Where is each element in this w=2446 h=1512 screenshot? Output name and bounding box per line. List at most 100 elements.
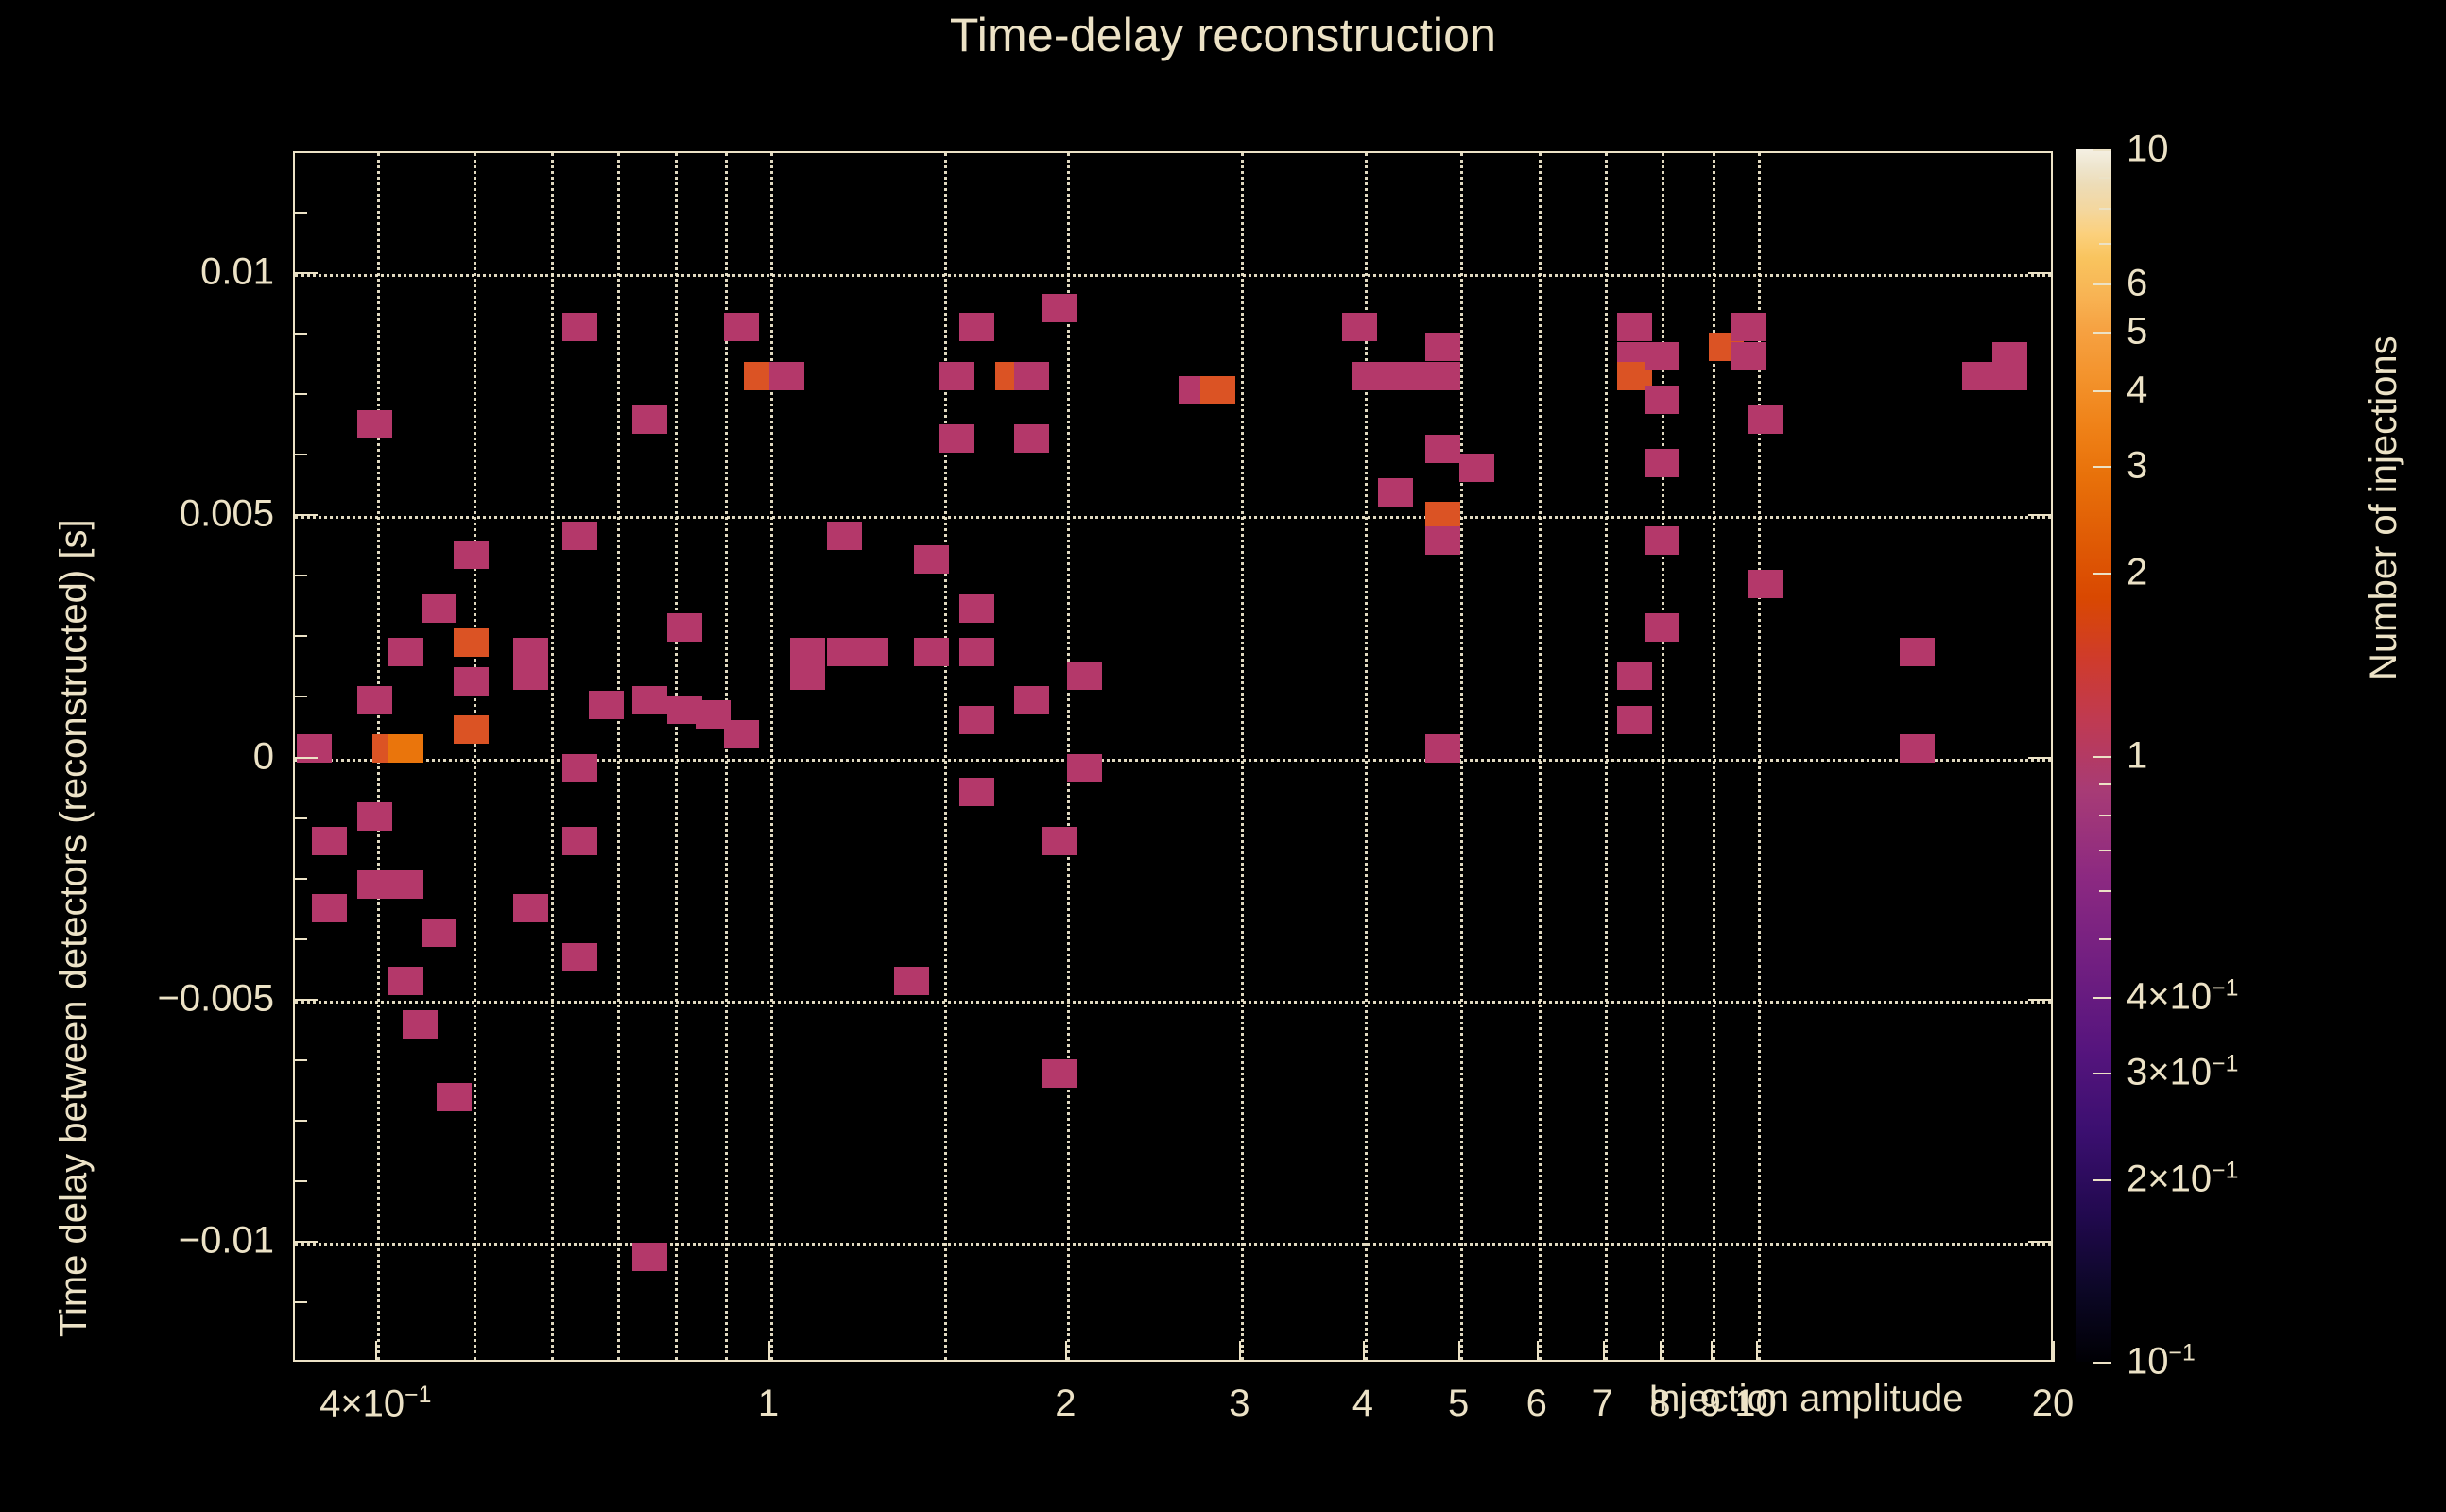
colorbar-minor-tick [2098,177,2111,180]
page-title: Time-delay reconstruction [949,9,1497,61]
x-axis-tick [1536,1341,1539,1362]
gridline-vertical [769,153,773,1360]
colorbar-tick-label: 1 [2127,734,2148,776]
heatmap-cell [454,714,490,744]
heatmap-cell [959,593,995,623]
gridline-vertical [617,153,621,1360]
heatmap-cell [1425,332,1461,361]
heatmap-cell [631,686,667,714]
colorbar-tick [2093,573,2111,576]
heatmap-cell [1731,313,1766,342]
heatmap-cell [312,826,348,855]
x-axis-tick [767,1341,770,1362]
x-axis-tick-label: 2 [1055,1383,1077,1424]
y-axis-minor-tick [293,333,307,335]
heatmap-cell [312,894,348,923]
heatmap-cell [513,662,549,691]
heatmap-cell [1731,342,1766,371]
y-axis-tick-label: −0.01 [178,1219,274,1262]
colorbar-tick-label: 10 [2127,128,2169,170]
heatmap-cell [913,545,949,575]
y-axis-tick-right [2028,756,2053,759]
x-axis-tick-label: 4×10−1 [319,1383,432,1425]
y-axis-minor-tick [293,816,307,819]
heatmap-cell [1616,662,1652,691]
y-axis-title: Time delay between detectors (reconstruc… [53,519,95,1337]
y-axis-minor-tick [293,393,307,396]
heatmap-cell [827,521,863,550]
colorbar-tick-label: 2×10−1 [2127,1158,2239,1200]
x-axis-tick-label: 6 [1525,1383,1547,1424]
y-axis-tick-right [2028,514,2053,517]
y-axis-tick-label: 0.005 [179,492,274,535]
heatmap-cell [562,942,598,971]
heatmap-cell [1644,613,1679,643]
x-axis-tick [1065,1341,1068,1362]
heatmap-cell [403,1010,439,1040]
heatmap-cell [422,918,457,947]
heatmap-cell [357,801,393,831]
heatmap-cell [454,666,490,696]
heatmap-cell [1748,404,1784,434]
gridline-vertical [1538,153,1542,1360]
colorbar-minor-tick [2098,782,2111,785]
y-axis-tick-right [2028,272,2053,275]
y-axis-tick-right [2028,998,2053,1001]
grid-layer [295,153,2051,1360]
x-axis-tick-label: 10 [1734,1383,1777,1424]
heatmap-cell [959,313,995,342]
heatmap-cell [913,637,949,666]
heatmap-cell [769,361,805,390]
heatmap-cell [1425,734,1461,764]
heatmap-cell [1199,376,1235,405]
heatmap-cell [388,734,424,764]
x-axis-tick-label: 9 [1699,1383,1721,1424]
colorbar-tick [2093,1072,2111,1074]
heatmap-cell [1425,525,1461,555]
colorbar-tick-label: 6 [2127,262,2148,304]
y-axis-minor-tick [293,1119,307,1122]
heatmap-cell [1378,477,1414,507]
heatmap-cell [388,967,424,996]
colorbar-minor-tick [2098,814,2111,816]
x-axis-tick-label: 7 [1592,1383,1613,1424]
heatmap-cell [1041,826,1077,855]
heatmap-cell [436,1083,472,1112]
heatmap-cell [1041,1058,1077,1088]
heatmap-cell [562,753,598,782]
heatmap-cell [1041,293,1077,322]
y-axis-minor-tick [293,756,307,759]
colorbar-tick [2093,996,2111,999]
heatmap-cell [513,894,549,923]
colorbar-tick [2093,1178,2111,1181]
colorbar-tick-label: 4×10−1 [2127,975,2239,1018]
heatmap-cell [1644,525,1679,555]
colorbar-tick [2093,149,2111,151]
y-axis-minor-tick [293,272,307,275]
heatmap-cell [513,637,549,666]
y-axis-minor-tick [293,1300,307,1303]
colorbar-tick-label: 2 [2127,551,2148,593]
heatmap-cell [1644,448,1679,477]
heatmap-cell [1014,424,1050,454]
gridline-horizontal [295,758,2051,762]
heatmap-cell [1425,361,1461,390]
x-axis-tick-label: 20 [2031,1383,2075,1424]
x-axis-tick [1458,1341,1461,1362]
gridline-vertical [551,153,555,1360]
colorbar-tick [2093,390,2111,393]
colorbar-minor-tick [2098,849,2111,851]
y-axis-minor-tick [293,877,307,880]
colorbar-minor-tick [2098,243,2111,246]
y-axis-minor-tick [293,1058,307,1061]
heatmap-cell [454,627,490,657]
gridline-vertical [943,153,947,1360]
gridline-vertical [1241,153,1245,1360]
heatmap-cell [562,313,598,342]
heatmap-cell [562,521,598,550]
heatmap-cell [1459,454,1495,483]
gridline-horizontal [295,516,2051,520]
colorbar-tick-label: 10−1 [2127,1340,2196,1383]
colorbar-tick-label: 4 [2127,369,2148,411]
heatmap-cell [853,637,889,666]
